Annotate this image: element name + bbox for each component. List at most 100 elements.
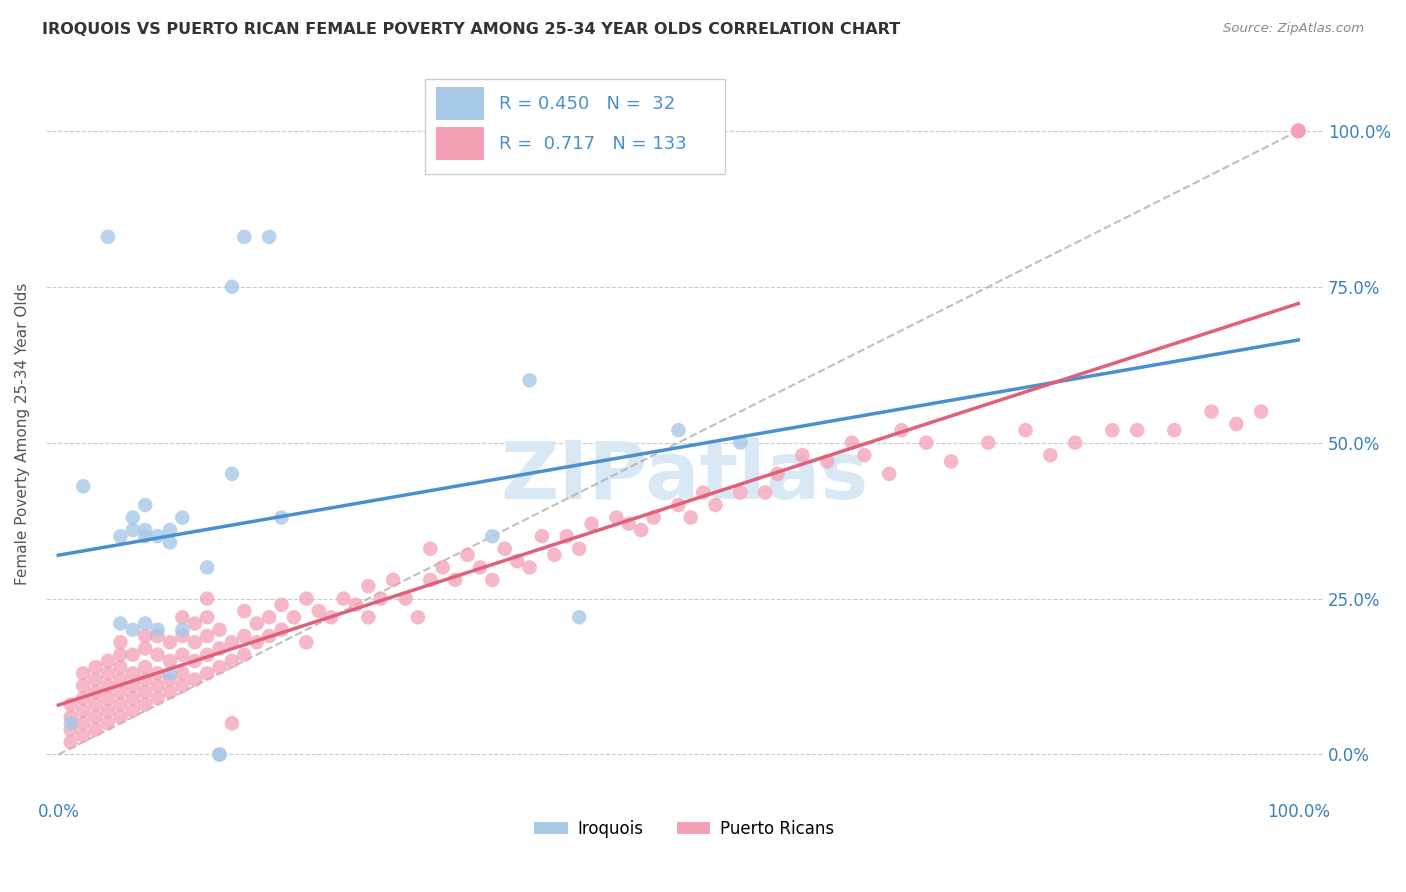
Puerto Ricans bbox=[97, 704, 120, 718]
Puerto Ricans bbox=[246, 616, 269, 631]
Puerto Ricans bbox=[270, 598, 292, 612]
Puerto Ricans bbox=[110, 698, 132, 712]
Text: R = 0.450   N =  32: R = 0.450 N = 32 bbox=[499, 95, 676, 112]
Puerto Ricans bbox=[332, 591, 354, 606]
Iroquois bbox=[730, 435, 752, 450]
Legend: Iroquois, Puerto Ricans: Iroquois, Puerto Ricans bbox=[527, 814, 841, 845]
Puerto Ricans bbox=[159, 673, 181, 687]
Puerto Ricans bbox=[146, 666, 169, 681]
Puerto Ricans bbox=[1286, 124, 1309, 138]
Puerto Ricans bbox=[506, 554, 529, 568]
Puerto Ricans bbox=[172, 629, 194, 643]
Iroquois bbox=[172, 510, 194, 524]
Puerto Ricans bbox=[84, 673, 107, 687]
Puerto Ricans bbox=[357, 610, 380, 624]
Puerto Ricans bbox=[97, 666, 120, 681]
Puerto Ricans bbox=[1014, 423, 1036, 437]
Puerto Ricans bbox=[419, 573, 441, 587]
Iroquois bbox=[257, 230, 280, 244]
Iroquois bbox=[159, 666, 181, 681]
Puerto Ricans bbox=[233, 629, 256, 643]
Iroquois bbox=[110, 529, 132, 543]
Puerto Ricans bbox=[530, 529, 553, 543]
Puerto Ricans bbox=[555, 529, 578, 543]
Puerto Ricans bbox=[754, 485, 776, 500]
Puerto Ricans bbox=[321, 610, 343, 624]
Puerto Ricans bbox=[172, 648, 194, 662]
Puerto Ricans bbox=[208, 660, 231, 674]
Puerto Ricans bbox=[195, 610, 218, 624]
Puerto Ricans bbox=[666, 498, 689, 512]
Text: ZIPatlas: ZIPatlas bbox=[501, 438, 869, 516]
Puerto Ricans bbox=[195, 648, 218, 662]
Puerto Ricans bbox=[915, 435, 938, 450]
Puerto Ricans bbox=[481, 573, 503, 587]
Puerto Ricans bbox=[468, 560, 491, 574]
Iroquois bbox=[134, 616, 156, 631]
Puerto Ricans bbox=[939, 454, 962, 468]
Puerto Ricans bbox=[59, 698, 82, 712]
Puerto Ricans bbox=[121, 704, 143, 718]
Y-axis label: Female Poverty Among 25-34 Year Olds: Female Poverty Among 25-34 Year Olds bbox=[15, 282, 30, 584]
Puerto Ricans bbox=[172, 679, 194, 693]
Puerto Ricans bbox=[208, 623, 231, 637]
Puerto Ricans bbox=[84, 698, 107, 712]
Iroquois bbox=[121, 523, 143, 537]
Puerto Ricans bbox=[630, 523, 652, 537]
Puerto Ricans bbox=[184, 654, 207, 668]
Puerto Ricans bbox=[195, 629, 218, 643]
Puerto Ricans bbox=[84, 710, 107, 724]
Puerto Ricans bbox=[221, 654, 243, 668]
Puerto Ricans bbox=[977, 435, 1000, 450]
Puerto Ricans bbox=[195, 666, 218, 681]
Puerto Ricans bbox=[815, 454, 838, 468]
Text: IROQUOIS VS PUERTO RICAN FEMALE POVERTY AMONG 25-34 YEAR OLDS CORRELATION CHART: IROQUOIS VS PUERTO RICAN FEMALE POVERTY … bbox=[42, 22, 900, 37]
Puerto Ricans bbox=[159, 635, 181, 649]
Puerto Ricans bbox=[172, 666, 194, 681]
Puerto Ricans bbox=[1064, 435, 1087, 450]
Puerto Ricans bbox=[110, 648, 132, 662]
Puerto Ricans bbox=[692, 485, 714, 500]
Puerto Ricans bbox=[84, 685, 107, 699]
Iroquois bbox=[568, 610, 591, 624]
Puerto Ricans bbox=[568, 541, 591, 556]
Text: Source: ZipAtlas.com: Source: ZipAtlas.com bbox=[1223, 22, 1364, 36]
Puerto Ricans bbox=[146, 679, 169, 693]
Puerto Ricans bbox=[257, 629, 280, 643]
Puerto Ricans bbox=[766, 467, 789, 481]
Puerto Ricans bbox=[72, 704, 94, 718]
Puerto Ricans bbox=[1201, 404, 1223, 418]
Iroquois bbox=[221, 280, 243, 294]
Puerto Ricans bbox=[233, 648, 256, 662]
Iroquois bbox=[110, 616, 132, 631]
Puerto Ricans bbox=[643, 510, 665, 524]
Iroquois bbox=[97, 230, 120, 244]
Puerto Ricans bbox=[792, 448, 814, 462]
Puerto Ricans bbox=[208, 641, 231, 656]
Iroquois bbox=[481, 529, 503, 543]
Puerto Ricans bbox=[59, 723, 82, 737]
Puerto Ricans bbox=[110, 673, 132, 687]
Puerto Ricans bbox=[853, 448, 876, 462]
Puerto Ricans bbox=[110, 660, 132, 674]
Puerto Ricans bbox=[221, 635, 243, 649]
Iroquois bbox=[121, 623, 143, 637]
Puerto Ricans bbox=[121, 666, 143, 681]
Iroquois bbox=[134, 498, 156, 512]
Puerto Ricans bbox=[72, 716, 94, 731]
Puerto Ricans bbox=[877, 467, 900, 481]
Puerto Ricans bbox=[543, 548, 565, 562]
Puerto Ricans bbox=[134, 629, 156, 643]
Iroquois bbox=[270, 510, 292, 524]
Iroquois bbox=[233, 230, 256, 244]
Puerto Ricans bbox=[134, 698, 156, 712]
Puerto Ricans bbox=[617, 516, 640, 531]
Puerto Ricans bbox=[97, 716, 120, 731]
Iroquois bbox=[134, 523, 156, 537]
Puerto Ricans bbox=[72, 666, 94, 681]
Iroquois bbox=[159, 535, 181, 549]
Iroquois bbox=[146, 623, 169, 637]
Puerto Ricans bbox=[295, 635, 318, 649]
Puerto Ricans bbox=[172, 610, 194, 624]
Puerto Ricans bbox=[519, 560, 541, 574]
